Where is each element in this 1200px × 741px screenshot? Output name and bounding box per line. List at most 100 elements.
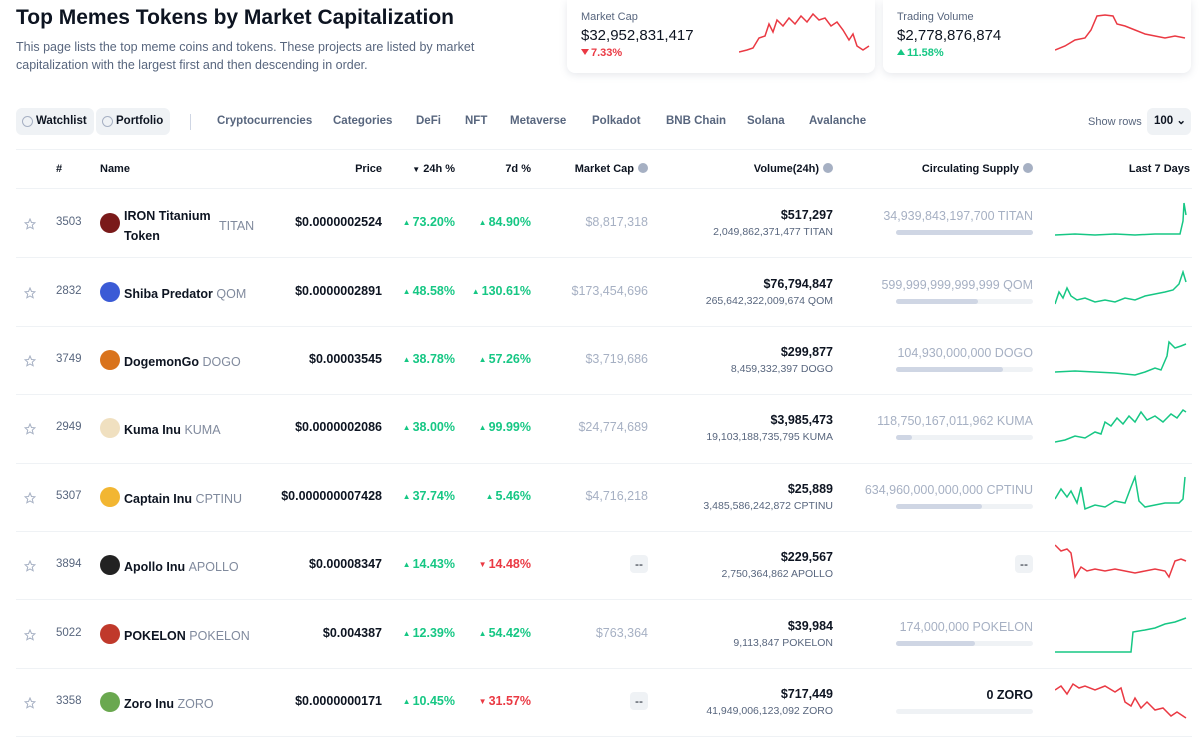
stat-change: 7.33% <box>591 47 623 59</box>
tab-label[interactable]: NFT <box>465 115 488 127</box>
watchlist-star[interactable] <box>23 422 37 436</box>
coin-name[interactable]: POKELON <box>124 628 186 643</box>
coin-symbol: APOLLO <box>188 560 239 575</box>
tab[interactable]: Watchlist <box>16 108 94 135</box>
tab[interactable]: Polkadot <box>592 108 641 135</box>
coin-name[interactable]: Zoro Inu <box>124 697 174 711</box>
watchlist-star[interactable] <box>23 559 37 572</box>
watchlist-star[interactable] <box>23 286 37 299</box>
rank: 5307 <box>56 489 82 502</box>
coin-name-cell[interactable]: DogemonGo DOGO <box>124 352 324 372</box>
tab[interactable]: NFT <box>465 108 487 135</box>
column-header[interactable]: Volume(24h) <box>754 163 833 175</box>
coin-symbol: ZORO <box>177 697 214 711</box>
tab-label[interactable]: Metaverse <box>510 115 567 127</box>
rank: 3894 <box>56 558 82 571</box>
up-arrow: ▲ <box>485 491 494 501</box>
market-cap-value: $173,454,696 <box>571 283 648 298</box>
tab-label[interactable]: Polkadot <box>592 115 641 127</box>
tab-label[interactable]: Cryptocurrencies <box>217 115 313 127</box>
stat-change: 11.58% <box>907 47 944 59</box>
stat-label: Trading Volume <box>897 11 974 23</box>
tab[interactable]: DeFi <box>416 108 441 135</box>
column-header[interactable]: Price <box>355 163 382 175</box>
tab[interactable]: Portfolio <box>96 108 171 135</box>
column-header[interactable]: Last 7 Days <box>1129 163 1190 175</box>
coin-name[interactable]: IRON Titanium Token <box>124 209 211 244</box>
supply-bar-fill <box>896 230 1033 236</box>
supply-value: 599,999,999,999,999 QOM <box>881 277 1033 292</box>
tab[interactable]: Metaverse <box>510 108 566 135</box>
sparkline <box>1054 474 1188 524</box>
coin-name[interactable]: Kuma Inu <box>124 423 181 438</box>
coin-name-cell[interactable]: Kuma Inu KUMA <box>124 420 324 440</box>
divider <box>16 149 1192 150</box>
column-label[interactable]: Name <box>100 163 130 175</box>
column-header[interactable]: # <box>56 163 62 175</box>
tab[interactable]: Cryptocurrencies <box>217 108 312 135</box>
market-cap: $173,454,696 <box>572 284 648 298</box>
tab[interactable]: BNB Chain <box>666 108 726 135</box>
rank: 3358 <box>56 695 82 707</box>
tab-label[interactable]: DeFi <box>416 115 441 127</box>
coin-icon <box>100 281 120 302</box>
tab-label[interactable]: Portfolio <box>116 115 164 127</box>
supply-value: 104,930,000,000 DOGO <box>897 346 1033 360</box>
coin-name[interactable]: Shiba Predator <box>124 286 213 301</box>
coin-name-cell[interactable]: POKELON POKELON <box>124 626 324 646</box>
market-cap-value: $3,719,686 <box>585 352 648 366</box>
coin-name-cell[interactable]: Shiba Predator QOM <box>124 284 324 304</box>
column-header[interactable]: ▼ 24h % <box>412 163 455 175</box>
volume: $3,985,473 <box>770 413 833 428</box>
watchlist-star[interactable] <box>23 491 37 504</box>
tab-label[interactable]: Categories <box>333 115 393 127</box>
coin-name[interactable]: Captain Inu <box>124 491 193 506</box>
column-label[interactable]: 7d % <box>505 163 531 175</box>
column-label[interactable]: Price <box>355 163 382 175</box>
tab[interactable]: Categories <box>333 108 392 135</box>
tab-label[interactable]: Solana <box>747 115 785 127</box>
volume: $717,449 <box>780 687 833 701</box>
column-header[interactable]: Name <box>100 163 130 175</box>
tab-label[interactable]: Avalanche <box>809 115 867 127</box>
column-label[interactable]: Last 7 Days <box>1128 163 1190 175</box>
watchlist-star[interactable] <box>23 217 37 230</box>
coin-name[interactable]: Apollo Inu <box>124 560 186 575</box>
watchlist-star[interactable] <box>23 354 37 367</box>
rows-select[interactable]: 100 ⌄ <box>1147 108 1191 135</box>
sparkline <box>1055 14 1186 51</box>
up-arrow: ▲ <box>402 286 411 296</box>
column-label[interactable]: 24h % <box>423 163 455 175</box>
coin-name-cell[interactable]: IRON Titanium Token TITAN <box>124 206 259 246</box>
coin-name[interactable]: DogemonGo <box>124 355 199 369</box>
percent-value: 73.20% <box>412 215 455 230</box>
watchlist-star[interactable] <box>23 696 37 709</box>
column-header[interactable]: Circulating Supply <box>922 163 1033 175</box>
percent-change: ▲ 130.61% <box>472 284 531 298</box>
coin-name-cell[interactable]: Zoro Inu ZORO <box>124 694 324 714</box>
supply-bar <box>896 709 1033 714</box>
tab-label[interactable]: Watchlist <box>36 115 87 127</box>
tab[interactable]: Solana <box>747 108 785 135</box>
market-cap: -- <box>630 555 648 574</box>
rows-value[interactable]: 100 <box>1154 115 1174 127</box>
rank: 3503 <box>56 216 82 229</box>
info-icon <box>638 163 648 173</box>
column-label[interactable]: Circulating Supply <box>921 163 1019 175</box>
coin-name-cell[interactable]: Captain Inu CPTINU <box>124 489 324 509</box>
column-label[interactable]: # <box>56 163 63 175</box>
column-header[interactable]: 7d % <box>505 163 531 175</box>
market-cap: $4,716,218 <box>585 489 648 503</box>
column-label[interactable]: Volume(24h) <box>753 163 819 175</box>
supply-bar <box>896 298 1033 304</box>
percent-change: ▲ 37.74% <box>403 489 455 503</box>
tab-label[interactable]: BNB Chain <box>666 115 727 127</box>
column-label[interactable]: Market Cap <box>574 163 634 175</box>
percent-value: 10.45% <box>412 694 455 708</box>
column-header[interactable]: Market Cap <box>575 163 648 175</box>
watchlist-star[interactable] <box>23 628 37 641</box>
down-arrow: ▼ <box>478 697 487 706</box>
coin-name-cell[interactable]: Apollo Inu APOLLO <box>124 557 324 577</box>
page-description: This page lists the top meme coins and t… <box>16 40 475 72</box>
tab[interactable]: Avalanche <box>809 108 866 135</box>
